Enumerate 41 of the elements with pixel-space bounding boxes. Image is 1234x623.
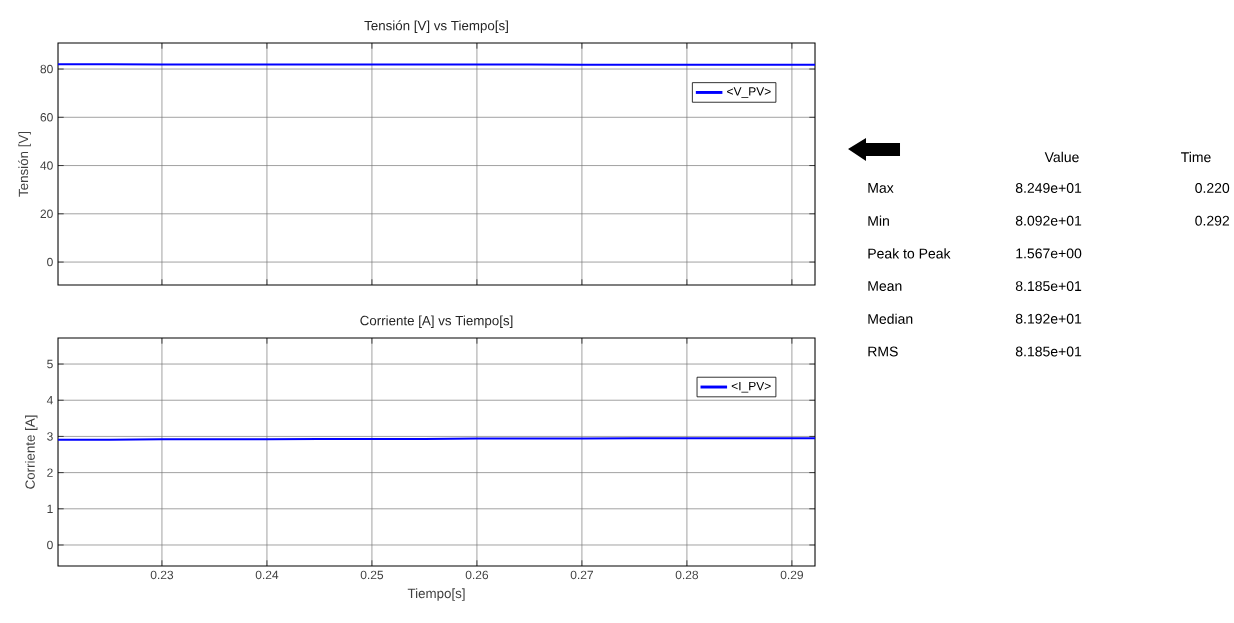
y-axis-title: Tensión [V]: [18, 131, 31, 197]
y-tick-label: 40: [40, 161, 53, 170]
category-label: Min: [868, 215, 889, 226]
chart-title: Corriente [A] vs Tiempo[s]: [360, 315, 513, 328]
y-tick-label: 2: [47, 468, 53, 477]
x-axis-title: Tiempo[s]: [407, 588, 465, 601]
data-label: 0.220: [1195, 183, 1230, 193]
data-label: 8.185e+01: [1015, 281, 1082, 292]
data-label: 8.185e+01: [1015, 346, 1082, 357]
text: Value: [1044, 151, 1079, 163]
x-tick-label: 0.23: [150, 570, 174, 580]
x-tick-label: 0.26: [465, 570, 489, 580]
legend-label: <V_PV>: [727, 87, 771, 98]
category-label: Mean: [868, 281, 902, 291]
category-label: RMS: [868, 346, 898, 357]
y-tick-label: 3: [47, 432, 53, 441]
y-axis-title: Corriente [A]: [25, 415, 38, 489]
data-label: 0.292: [1195, 215, 1230, 226]
y-tick-label: 0: [47, 257, 53, 267]
y-tick-label: 60: [40, 113, 53, 122]
legend-label: <I_PV>: [731, 381, 771, 393]
x-tick-label: 0.24: [255, 570, 279, 580]
y-tick-label: 4: [46, 396, 53, 405]
x-tick-label: 0.27: [570, 570, 593, 580]
x-tick-label: 0.25: [360, 570, 384, 580]
y-tick-label: 80: [40, 64, 53, 74]
x-tick-label: 0.28: [675, 570, 699, 580]
data-label: 1.567e+00: [1016, 248, 1082, 259]
y-tick-label: 0: [47, 540, 53, 550]
data-label: 8.092e+01: [1015, 215, 1082, 226]
category-label: Max: [868, 183, 894, 193]
category-label: Peak to Peak: [868, 248, 951, 259]
data-label: 8.192e+01: [1015, 313, 1082, 324]
data-label: 8.249e+01: [1015, 183, 1082, 193]
text: Time: [1181, 151, 1211, 163]
y-tick-label: 5: [47, 359, 53, 369]
y-tick-label: 20: [40, 209, 53, 219]
category-label: Median: [868, 313, 913, 324]
chart-title: Tensión [V] vs Tiempo[s]: [364, 20, 508, 33]
y-tick-label: 1: [47, 504, 53, 513]
x-tick-label: 0.29: [780, 570, 804, 580]
